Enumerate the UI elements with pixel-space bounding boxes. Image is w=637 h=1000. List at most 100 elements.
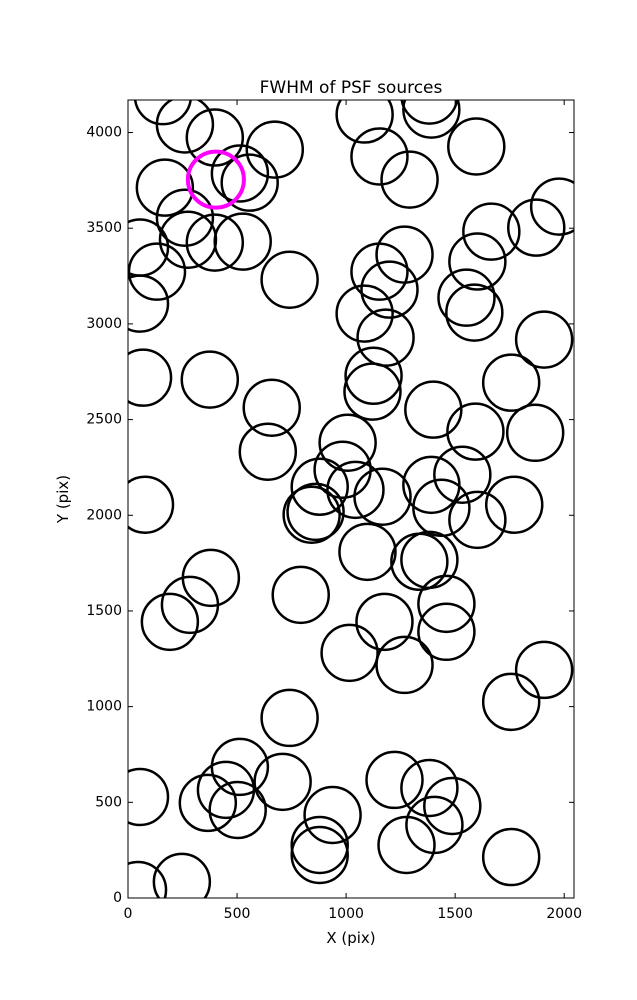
source-circle — [400, 100, 459, 125]
source-circle — [445, 283, 504, 342]
source-circle — [271, 565, 330, 625]
source-circle — [290, 825, 349, 885]
source-circle — [290, 815, 349, 875]
axes-frame — [127, 99, 575, 899]
source-circle — [128, 860, 168, 898]
y-tick-label: 1000 — [86, 699, 122, 715]
source-circle — [514, 640, 574, 700]
source-circle — [417, 602, 476, 662]
y-tick-label: 4000 — [86, 125, 122, 141]
source-circle — [185, 149, 246, 210]
source-circle — [365, 750, 424, 810]
source-circle — [245, 120, 305, 179]
source-circle — [353, 467, 412, 526]
source-circle — [238, 422, 298, 481]
source-circle — [360, 260, 419, 319]
source-circle — [356, 308, 415, 367]
source-circle — [210, 144, 270, 203]
source-circle — [326, 460, 385, 520]
source-circle — [423, 776, 482, 836]
source-circle — [160, 575, 220, 635]
source-circle — [481, 827, 541, 887]
source-circle — [404, 380, 463, 439]
source-circle — [282, 485, 341, 544]
source-circle — [178, 773, 238, 833]
source-circle — [417, 574, 476, 634]
x-tick-label: 1000 — [328, 906, 364, 922]
source-circle — [260, 250, 319, 309]
source-circle — [400, 758, 459, 818]
y-tick-label: 3500 — [86, 220, 122, 236]
y-tick-label: 1500 — [86, 603, 122, 619]
source-circle — [446, 402, 505, 461]
x-tick-label: 2000 — [546, 906, 582, 922]
chart-title: FWHM of PSF sources — [260, 78, 443, 98]
source-circle — [433, 445, 492, 504]
source-circle — [344, 346, 403, 406]
source-circle — [412, 478, 471, 538]
source-circle — [128, 348, 173, 407]
y-tick-label: 2000 — [86, 507, 122, 523]
source-circle — [155, 100, 215, 154]
x-axis-label: X (pix) — [326, 929, 375, 947]
source-circle — [529, 177, 574, 236]
source-circle — [135, 158, 195, 217]
y-tick-label: 3000 — [86, 316, 122, 332]
source-circle — [505, 403, 565, 463]
source-circle — [318, 413, 377, 472]
y-tick-label: 2500 — [86, 412, 122, 428]
y-tick-label: 500 — [95, 794, 122, 810]
source-circle — [253, 752, 312, 812]
source-circle — [213, 212, 272, 271]
source-circle — [220, 153, 279, 212]
source-circle — [462, 202, 521, 261]
source-circle — [185, 108, 245, 167]
source-circle — [185, 213, 245, 272]
source-circle — [208, 780, 267, 840]
source-circle — [155, 188, 215, 247]
source-circle — [196, 760, 256, 820]
source-circle — [380, 150, 439, 209]
source-circle — [437, 268, 496, 327]
source-circle — [377, 815, 436, 875]
source-circle — [448, 232, 507, 291]
source-circle — [448, 490, 507, 550]
source-circle — [338, 522, 397, 582]
source-circle — [242, 378, 301, 437]
source-circle — [128, 242, 187, 301]
source-circle — [313, 440, 372, 499]
source-circle — [507, 198, 566, 257]
source-circle — [484, 475, 544, 534]
source-circle — [140, 592, 200, 652]
x-tick-label: 0 — [124, 906, 133, 922]
x-tick-label: 500 — [224, 906, 251, 922]
source-circle — [303, 785, 362, 845]
y-tick-label: 0 — [113, 890, 122, 906]
source-circle — [375, 635, 434, 695]
source-circle — [514, 310, 574, 369]
source-circle — [335, 284, 394, 343]
x-tick-label: 1500 — [437, 906, 473, 922]
source-circle — [133, 100, 192, 126]
source-circle — [290, 457, 349, 517]
source-circle — [260, 688, 319, 748]
source-circle — [286, 482, 345, 542]
source-circle — [355, 592, 414, 652]
source-circle — [128, 767, 170, 827]
source-circle — [152, 852, 212, 898]
source-circle — [335, 100, 394, 144]
source-circle — [375, 225, 434, 284]
source-circle — [128, 274, 170, 333]
source-circle — [128, 475, 175, 534]
y-axis-label: Y (pix) — [54, 475, 72, 524]
source-circle — [180, 350, 240, 409]
plot-area — [128, 100, 574, 898]
source-circle — [402, 100, 461, 139]
source-circle — [481, 672, 541, 732]
source-circle — [350, 127, 409, 186]
source-circle — [320, 623, 379, 683]
source-circle — [481, 353, 541, 412]
source-circle — [447, 117, 506, 176]
